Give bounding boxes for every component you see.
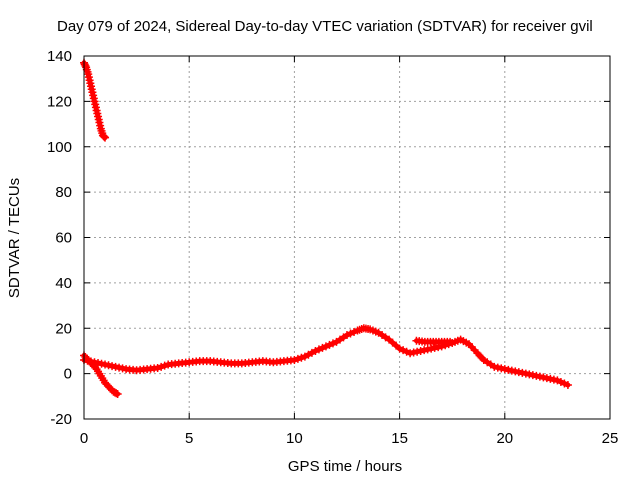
data-point [528, 371, 537, 380]
data-point [115, 363, 124, 372]
data-point [553, 376, 562, 385]
data-point [94, 359, 103, 368]
data-point [490, 362, 499, 371]
data-point [423, 345, 432, 354]
x-tick-label: 5 [185, 430, 193, 447]
data-point [87, 357, 96, 366]
axis-ticks: 0 5 10 15 20 25 -20 0 20 40 60 80 100 120 140 [47, 48, 618, 447]
data-point [160, 361, 169, 370]
chart-title: Day 079 of 2024, Sidereal Day-to-day VTE… [57, 18, 593, 35]
x-tick-label: 20 [496, 430, 513, 447]
data-point [153, 363, 162, 372]
data-point [90, 358, 99, 367]
data-point [563, 380, 572, 389]
grid-lines [84, 56, 610, 419]
data-point [300, 352, 309, 361]
data-point [542, 374, 551, 383]
y-axis-label: SDTVAR / TECUs [6, 178, 23, 298]
y-tick-label: 60 [55, 230, 72, 247]
y-tick-label: 80 [55, 184, 72, 201]
data-point [549, 375, 558, 384]
data-point [293, 354, 302, 363]
data-point [111, 362, 120, 371]
y-tick-label: -20 [50, 411, 72, 428]
y-tick-label: 120 [47, 93, 72, 110]
y-tick-label: 140 [47, 48, 72, 65]
data-point [409, 348, 418, 357]
data-point [97, 359, 106, 368]
series-band [81, 325, 571, 388]
data-point [427, 344, 436, 353]
series-short-segment [412, 336, 455, 346]
data-point [539, 373, 548, 382]
data-point [104, 361, 113, 370]
data-point [556, 377, 565, 386]
data-point [101, 133, 110, 142]
data-point [406, 349, 415, 358]
data-point [350, 328, 359, 337]
data-point [532, 371, 541, 380]
data-point [518, 368, 527, 377]
data-point [113, 390, 122, 399]
x-tick-label: 15 [391, 430, 408, 447]
data-point [497, 364, 506, 373]
data-point [101, 360, 110, 369]
data-point [318, 343, 327, 352]
data-series [80, 58, 572, 399]
data-point [304, 350, 313, 359]
data-point [346, 329, 355, 338]
y-tick-label: 20 [55, 320, 72, 337]
data-point [546, 374, 555, 383]
data-point [416, 346, 425, 355]
data-point [325, 340, 334, 349]
data-point [535, 372, 544, 381]
data-point [507, 366, 516, 375]
y-tick-label: 100 [47, 139, 72, 156]
data-point [430, 343, 439, 352]
data-point [560, 379, 569, 388]
data-point [290, 356, 299, 365]
data-point [297, 353, 306, 362]
data-point [413, 347, 422, 356]
data-point [307, 348, 316, 357]
data-point [314, 345, 323, 354]
data-point [493, 363, 502, 372]
data-point [395, 344, 404, 353]
data-point [83, 356, 92, 365]
data-point [511, 367, 520, 376]
data-point [112, 389, 121, 398]
data-point [108, 362, 117, 371]
x-tick-label: 0 [80, 430, 88, 447]
data-point [118, 364, 127, 373]
data-point [420, 346, 429, 355]
data-point [343, 331, 351, 340]
data-point [399, 346, 408, 355]
x-axis-label: GPS time / hours [288, 458, 402, 475]
data-point [514, 368, 523, 377]
data-point [446, 337, 455, 346]
y-tick-label: 40 [55, 275, 72, 292]
y-tick-label: 0 [64, 366, 72, 383]
series-main-arc [80, 324, 572, 389]
data-point [157, 362, 166, 371]
data-point [321, 342, 330, 351]
data-point [521, 369, 530, 378]
data-point [504, 365, 513, 374]
x-tick-label: 10 [286, 430, 303, 447]
data-point [525, 370, 534, 379]
data-point [500, 365, 509, 374]
data-point [328, 339, 337, 348]
data-point [402, 347, 411, 356]
data-point [311, 346, 320, 355]
x-tick-label: 25 [602, 430, 619, 447]
